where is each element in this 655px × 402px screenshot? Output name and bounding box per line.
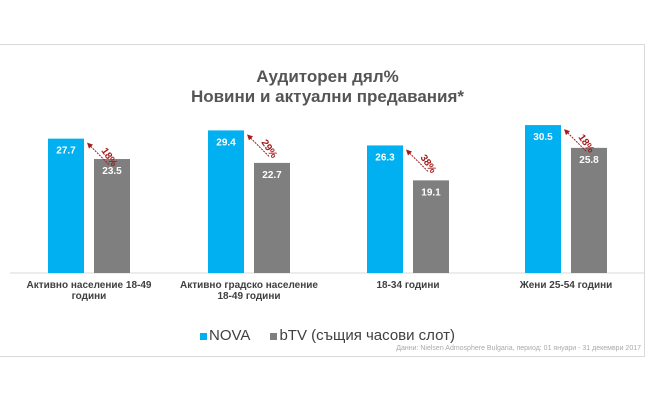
bar-nova <box>208 130 244 273</box>
data-label: 29.4 <box>216 137 236 148</box>
arrow-head-icon <box>87 142 93 149</box>
legend-label: bTV (същия часови слот) <box>279 327 455 344</box>
bar-nova <box>525 125 561 273</box>
difference-arrow <box>407 151 429 172</box>
chart-subtitle: Новини и актуални предавания* <box>190 87 465 106</box>
data-label: 30.5 <box>533 132 553 143</box>
data-label: 25.8 <box>579 155 599 166</box>
legend-label: NOVA <box>209 327 250 344</box>
arrow-head-icon <box>564 129 570 136</box>
data-label: 23.5 <box>102 166 122 177</box>
category-label: Активно градско население 18-49 години <box>180 280 318 302</box>
chart-title: Аудиторен дял% <box>256 67 399 86</box>
bar-nova <box>367 145 403 273</box>
legend-item-nova: NOVA <box>200 327 250 344</box>
data-label: 19.1 <box>421 187 441 198</box>
category-label: Активно население 18-49 години <box>26 280 152 302</box>
legend-swatch <box>200 332 208 340</box>
category-label: Жени 25-54 години <box>519 280 613 291</box>
category-label: 18-34 години <box>376 280 440 291</box>
bar-btv <box>571 147 607 273</box>
legend-swatch <box>270 332 278 340</box>
data-label: 26.3 <box>375 152 395 163</box>
chart-frame <box>0 44 645 357</box>
bar-btv <box>254 162 290 273</box>
difference-arrow <box>565 130 587 152</box>
bar-nova <box>48 138 84 273</box>
source-note: Данни: Nielsen Admosphere Bulgaria, пери… <box>396 345 641 352</box>
legend: NOVA bTV (същия часови слот) <box>0 327 655 344</box>
data-label: 27.7 <box>56 146 76 157</box>
arrow-head-icon <box>406 149 412 156</box>
difference-arrow <box>88 144 110 166</box>
bar-btv <box>94 159 130 273</box>
legend-item-btv: bTV (същия часови слот) <box>270 327 455 344</box>
bar-btv <box>413 180 449 273</box>
data-label: 22.7 <box>262 170 282 181</box>
difference-arrow <box>248 136 270 157</box>
arrow-head-icon <box>247 134 253 141</box>
